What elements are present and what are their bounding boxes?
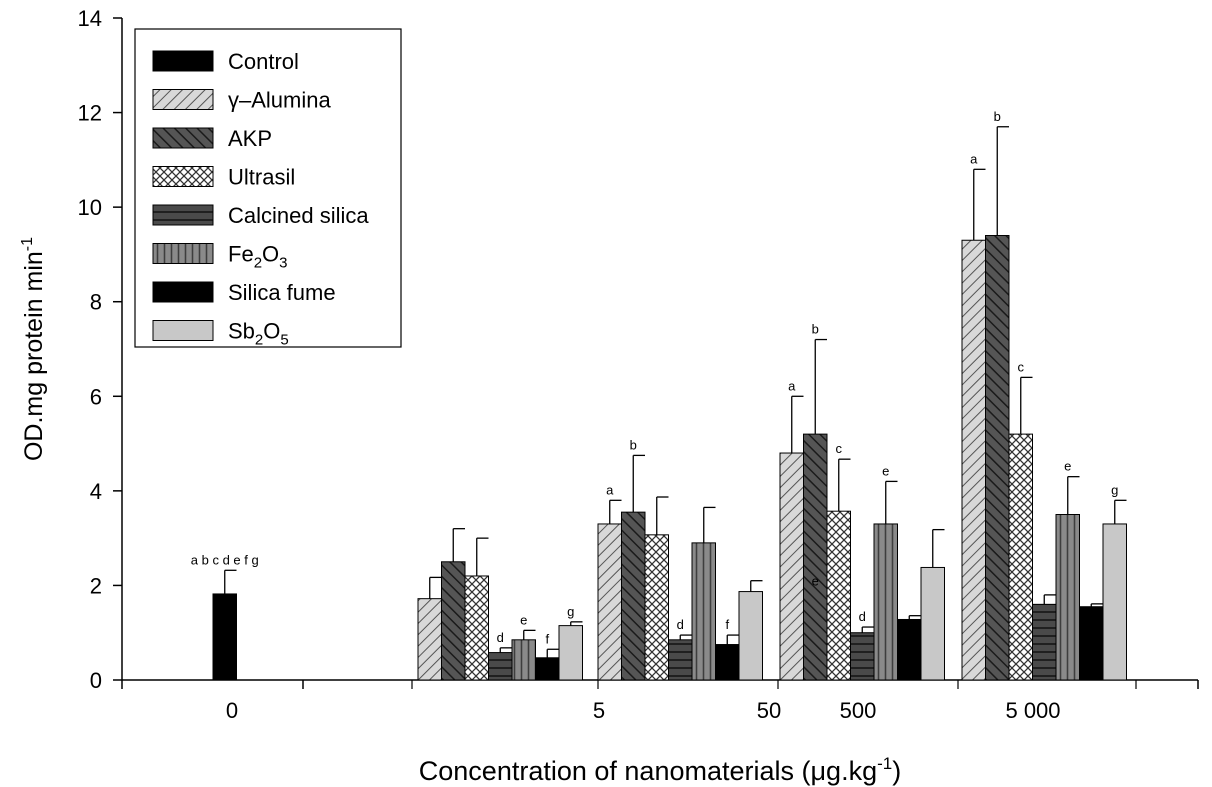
significance-letter: c xyxy=(1018,359,1025,374)
significance-letter: b xyxy=(812,322,819,337)
bar-ultrasil xyxy=(1008,433,1033,681)
legend-swatch xyxy=(152,50,214,72)
bar-control xyxy=(212,593,237,681)
legend-label: γ–Alumina xyxy=(228,88,331,113)
significance-letter: a xyxy=(970,151,978,166)
y-axis-label: OD.mg protein min-1 xyxy=(19,237,48,461)
bar-alumina xyxy=(779,452,804,681)
significance-letter: a xyxy=(606,482,614,497)
legend-swatch xyxy=(152,320,214,341)
bar-calcined-silica xyxy=(668,639,693,681)
x-tick-label: 5 xyxy=(593,698,605,723)
y-tick-label: 2 xyxy=(90,573,102,598)
significance-letter: d xyxy=(859,609,866,624)
significance-letter: a b c d e f g xyxy=(191,552,259,567)
significance-letter: d xyxy=(677,617,684,632)
bar-ultrasil xyxy=(826,510,851,681)
x-tick-label: 5 000 xyxy=(1005,698,1060,723)
bar-fe xyxy=(691,542,716,681)
legend-label: Calcined silica xyxy=(228,203,369,228)
bar-akp xyxy=(985,235,1010,681)
bar-silica-fume xyxy=(1079,606,1104,681)
bar-fe xyxy=(873,523,898,681)
bar-silica-fume xyxy=(715,644,740,681)
significance-letter: e xyxy=(882,463,889,478)
y-tick-label: 6 xyxy=(90,384,102,409)
bar-alumina xyxy=(417,598,442,681)
bar-ultrasil xyxy=(464,575,489,681)
legend-swatch xyxy=(152,166,214,187)
legend-label: Ultrasil xyxy=(228,165,295,190)
legend-label: Sb2O5 xyxy=(228,319,289,349)
x-tick-label: 0 xyxy=(226,698,238,723)
significance-letter: e xyxy=(812,573,819,588)
significance-letter: g xyxy=(1111,482,1118,497)
bar-silica-fume xyxy=(897,618,922,681)
bar-calcined-silica xyxy=(850,632,875,681)
y-tick-label: 4 xyxy=(90,479,102,504)
significance-letter: e xyxy=(1064,459,1071,474)
bar-fe xyxy=(1055,514,1080,681)
y-tick-label: 14 xyxy=(78,6,102,31)
y-tick-label: 0 xyxy=(90,668,102,693)
legend-label: Fe2O3 xyxy=(228,242,288,272)
significance-letter: e xyxy=(520,612,527,627)
significance-letter: f xyxy=(725,617,729,632)
bar-silica-fume xyxy=(535,657,560,681)
x-tick-label: 50 xyxy=(757,698,781,723)
bar-calcined-silica xyxy=(1032,603,1057,681)
bar-sb xyxy=(738,591,763,681)
bar-akp xyxy=(621,511,646,681)
legend-swatch xyxy=(152,204,214,226)
significance-letter: f xyxy=(545,631,549,646)
y-tick-label: 12 xyxy=(78,101,102,126)
bar-alumina xyxy=(961,239,986,681)
x-tick-label: 500 xyxy=(840,698,877,723)
legend-swatch xyxy=(152,281,214,303)
legend-label: AKP xyxy=(228,126,272,151)
bar-akp xyxy=(441,561,466,681)
y-tick-label: 8 xyxy=(90,290,102,315)
significance-letter: b xyxy=(630,437,637,452)
significance-letter: b xyxy=(994,109,1001,124)
significance-letter: g xyxy=(567,604,574,619)
significance-letter: a xyxy=(788,378,796,393)
bar-ultrasil xyxy=(644,534,669,681)
legend-swatch xyxy=(152,127,214,149)
legend-label: Control xyxy=(228,49,299,74)
legend-swatch xyxy=(152,89,214,110)
bar-akp xyxy=(803,433,828,681)
bar-sb xyxy=(558,625,583,681)
x-axis-label: Concentration of nanomaterials (μg.kg-1) xyxy=(419,754,901,786)
legend-swatch xyxy=(152,243,214,264)
significance-letter: c xyxy=(836,441,843,456)
significance-letter: d xyxy=(497,630,504,645)
y-tick-label: 10 xyxy=(78,195,102,220)
bar-sb xyxy=(1102,523,1127,681)
legend-label: Silica fume xyxy=(228,280,336,305)
bar-alumina xyxy=(597,523,622,681)
bar-fe xyxy=(511,639,536,681)
bar-calcined-silica xyxy=(488,652,513,681)
bar-sb xyxy=(920,566,945,681)
